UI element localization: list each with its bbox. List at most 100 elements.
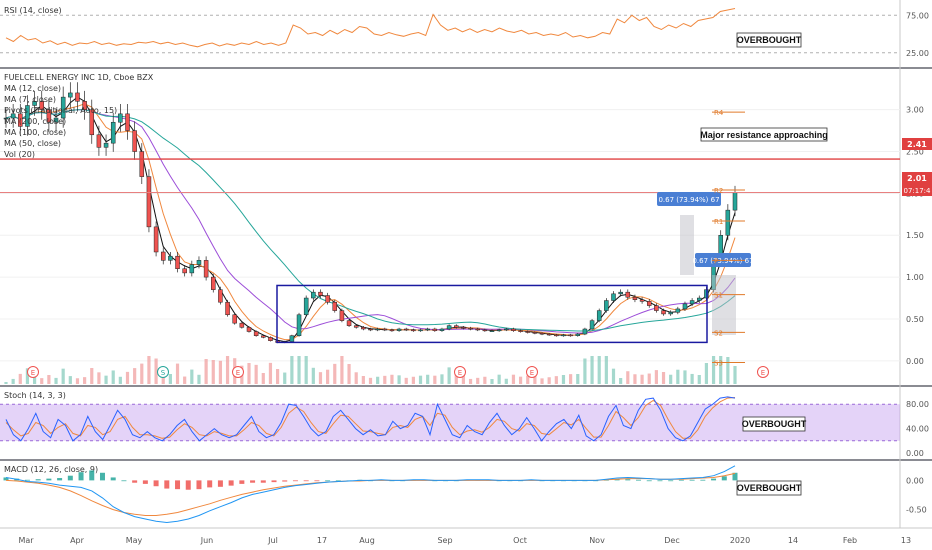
time-axis-label: Jun — [200, 536, 214, 545]
volume-bar — [175, 363, 180, 384]
event-marker[interactable] — [454, 366, 466, 378]
volume-bar — [197, 374, 201, 384]
candle — [118, 113, 123, 123]
time-axis-label: Dec — [664, 536, 679, 545]
volume-bar — [204, 359, 208, 384]
stoch-axis-tick: 80.00 — [906, 400, 929, 409]
candle — [303, 297, 309, 316]
candle — [582, 328, 588, 335]
pivot-label: S1 — [714, 292, 723, 300]
indicator-legend-item: MA (200, close) — [4, 117, 66, 126]
volume-bar — [247, 363, 251, 384]
candle — [18, 113, 23, 127]
candle — [482, 329, 488, 332]
macd-histogram-bar — [132, 480, 138, 483]
macd-histogram-bar — [700, 479, 706, 481]
volume-bar — [211, 360, 215, 384]
volume-bar — [104, 375, 108, 384]
event-marker-label: E — [458, 369, 462, 377]
candle — [46, 109, 52, 123]
candle — [496, 329, 502, 332]
candle — [475, 328, 480, 331]
measure-label-bottom: 0.67 (73.94%) 67 — [692, 257, 753, 265]
macd-histogram-bar — [657, 480, 663, 482]
consolidation-box — [276, 284, 708, 344]
candle — [168, 255, 173, 261]
pivot-label: R1 — [714, 218, 723, 226]
candle — [525, 331, 530, 333]
candle — [225, 301, 230, 316]
event-marker[interactable] — [526, 366, 538, 378]
volume-bar — [569, 374, 573, 384]
candle — [468, 327, 473, 330]
macd-histogram-bar — [89, 470, 95, 481]
stoch-axis-tick: 0.00 — [906, 449, 924, 458]
countdown-tag: 07:17:4 — [904, 187, 932, 195]
volume-bar — [561, 375, 566, 384]
macd-histogram-bar — [175, 480, 181, 490]
volume-bar — [275, 369, 280, 384]
volume-bar — [454, 373, 458, 384]
volume-bar — [304, 356, 308, 384]
rsi-axis-tick: 25.00 — [906, 49, 929, 58]
event-marker[interactable] — [157, 366, 169, 378]
rsi-label: RSI (14, close) — [4, 6, 62, 15]
candle — [732, 192, 738, 211]
volume-bar — [590, 356, 594, 384]
event-marker[interactable] — [232, 366, 244, 378]
macd-pane: MACD (12, 26, close, 9) 0.00 -0.50 OVERB… — [3, 465, 927, 524]
volume-bar — [318, 372, 323, 384]
macd-axis-tick: -0.50 — [906, 506, 927, 515]
event-marker[interactable] — [757, 366, 769, 378]
volume-bar — [18, 373, 22, 384]
candle — [25, 105, 30, 127]
macd-histogram-bar — [153, 480, 159, 487]
time-axis: Mar Apr May Jun Jul 17 Aug Sep Oct Nov Dec 2020 14 Fe… — [18, 536, 911, 545]
volume-bar — [583, 358, 587, 384]
volume-bar — [518, 376, 523, 384]
candle — [618, 291, 623, 295]
candle — [196, 260, 202, 265]
candle — [639, 299, 645, 302]
macd-histogram-bar — [196, 480, 202, 490]
candle — [246, 327, 252, 332]
volume-bar — [390, 374, 394, 384]
volume-bar — [47, 375, 51, 384]
volume-bar — [418, 375, 423, 384]
candle — [203, 260, 209, 278]
candle — [554, 334, 559, 337]
macd-histogram-bar — [335, 480, 341, 482]
event-marker[interactable] — [27, 366, 39, 378]
candle — [268, 337, 273, 341]
candle — [432, 328, 438, 331]
candle — [75, 92, 80, 102]
candle — [661, 310, 666, 315]
price-axis-tick: 1.00 — [906, 273, 924, 282]
price-axis-tick: 0.50 — [906, 315, 924, 324]
indicator-legend-item: MA (12, close) — [4, 84, 61, 93]
candle — [532, 332, 538, 334]
time-axis-label: Aug — [359, 536, 375, 545]
rsi-pane: RSI (14, close) 75.00 25.00 OVERBOUGHT — [0, 6, 929, 58]
price-tag — [902, 138, 932, 150]
candle — [296, 314, 302, 336]
event-marker-label: E — [761, 369, 765, 377]
macd-histogram-bar — [239, 480, 245, 484]
candle — [561, 334, 566, 337]
candle — [589, 320, 595, 330]
stoch-pane: Stoch (14, 3, 3) 80.00 40.00 0.00 OVERBO… — [0, 391, 929, 458]
volume-bar — [676, 369, 680, 384]
volume-bar — [669, 374, 673, 384]
candle — [697, 297, 702, 301]
time-axis-label: Mar — [18, 536, 34, 545]
candle — [568, 334, 573, 337]
macd-histogram-bar — [78, 472, 84, 481]
pivot-label: S3 — [714, 359, 723, 367]
macd-histogram-bar — [121, 480, 127, 482]
volume-bar — [283, 372, 287, 384]
macd-histogram-bar — [164, 480, 170, 489]
candle — [654, 305, 659, 311]
price-axis-tick: 3.00 — [906, 106, 924, 115]
candle — [218, 289, 223, 303]
